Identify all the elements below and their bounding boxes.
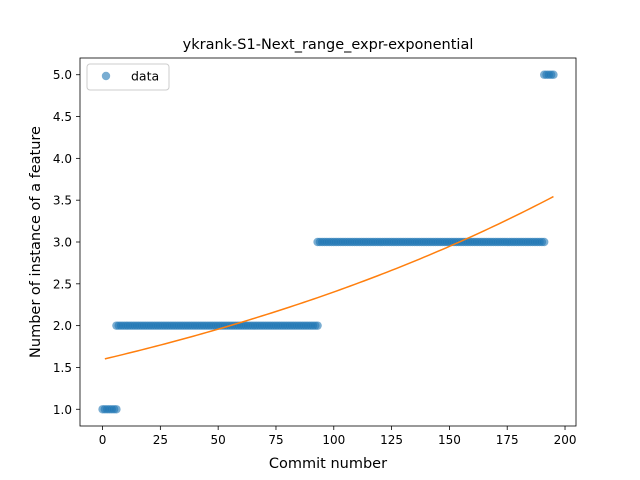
legend-marker-data xyxy=(101,71,111,81)
y-axis-label: Number of instance of a feature xyxy=(28,126,44,358)
chart-title: ykrank-S1-Next_range_expr-exponential xyxy=(183,37,474,53)
y-tick-label: 1.0 xyxy=(53,403,72,417)
x-tick-label: 25 xyxy=(153,433,168,447)
x-tick-label: 75 xyxy=(268,433,283,447)
y-tick-label: 1.5 xyxy=(53,361,72,375)
y-tick-label: 4.5 xyxy=(53,110,72,124)
x-tick-label: 125 xyxy=(380,433,403,447)
legend-box xyxy=(86,63,170,91)
y-tick-label: 4.0 xyxy=(53,152,72,166)
x-axis-label: Commit number xyxy=(269,456,387,472)
y-tick-label: 3.5 xyxy=(53,194,72,208)
x-tick-label: 150 xyxy=(438,433,461,447)
data-point xyxy=(540,237,549,247)
fit-line xyxy=(104,195,554,360)
data-point xyxy=(112,405,121,414)
axes-layer: 0 25 50 75 100 125 150 175 200 1.0 1.5 2.0 2.5 3.0 3.5… xyxy=(53,57,577,447)
data-point xyxy=(549,70,558,79)
x-tick-label: 50 xyxy=(211,433,226,447)
x-tick-label: 175 xyxy=(496,433,519,447)
x-tick-label: 200 xyxy=(554,433,577,447)
x-tick-label: 100 xyxy=(322,433,345,447)
x-tick-label: 0 xyxy=(99,433,107,447)
y-tick-label: 2.5 xyxy=(53,277,72,291)
legend-label-data: data xyxy=(131,69,159,84)
data-point xyxy=(313,321,322,330)
data-layer xyxy=(98,70,558,414)
y-tick-label: 3.0 xyxy=(53,236,72,250)
y-tick-label: 5.0 xyxy=(53,68,72,82)
y-tick-label: 2.0 xyxy=(53,319,72,333)
legend: data xyxy=(86,63,170,91)
